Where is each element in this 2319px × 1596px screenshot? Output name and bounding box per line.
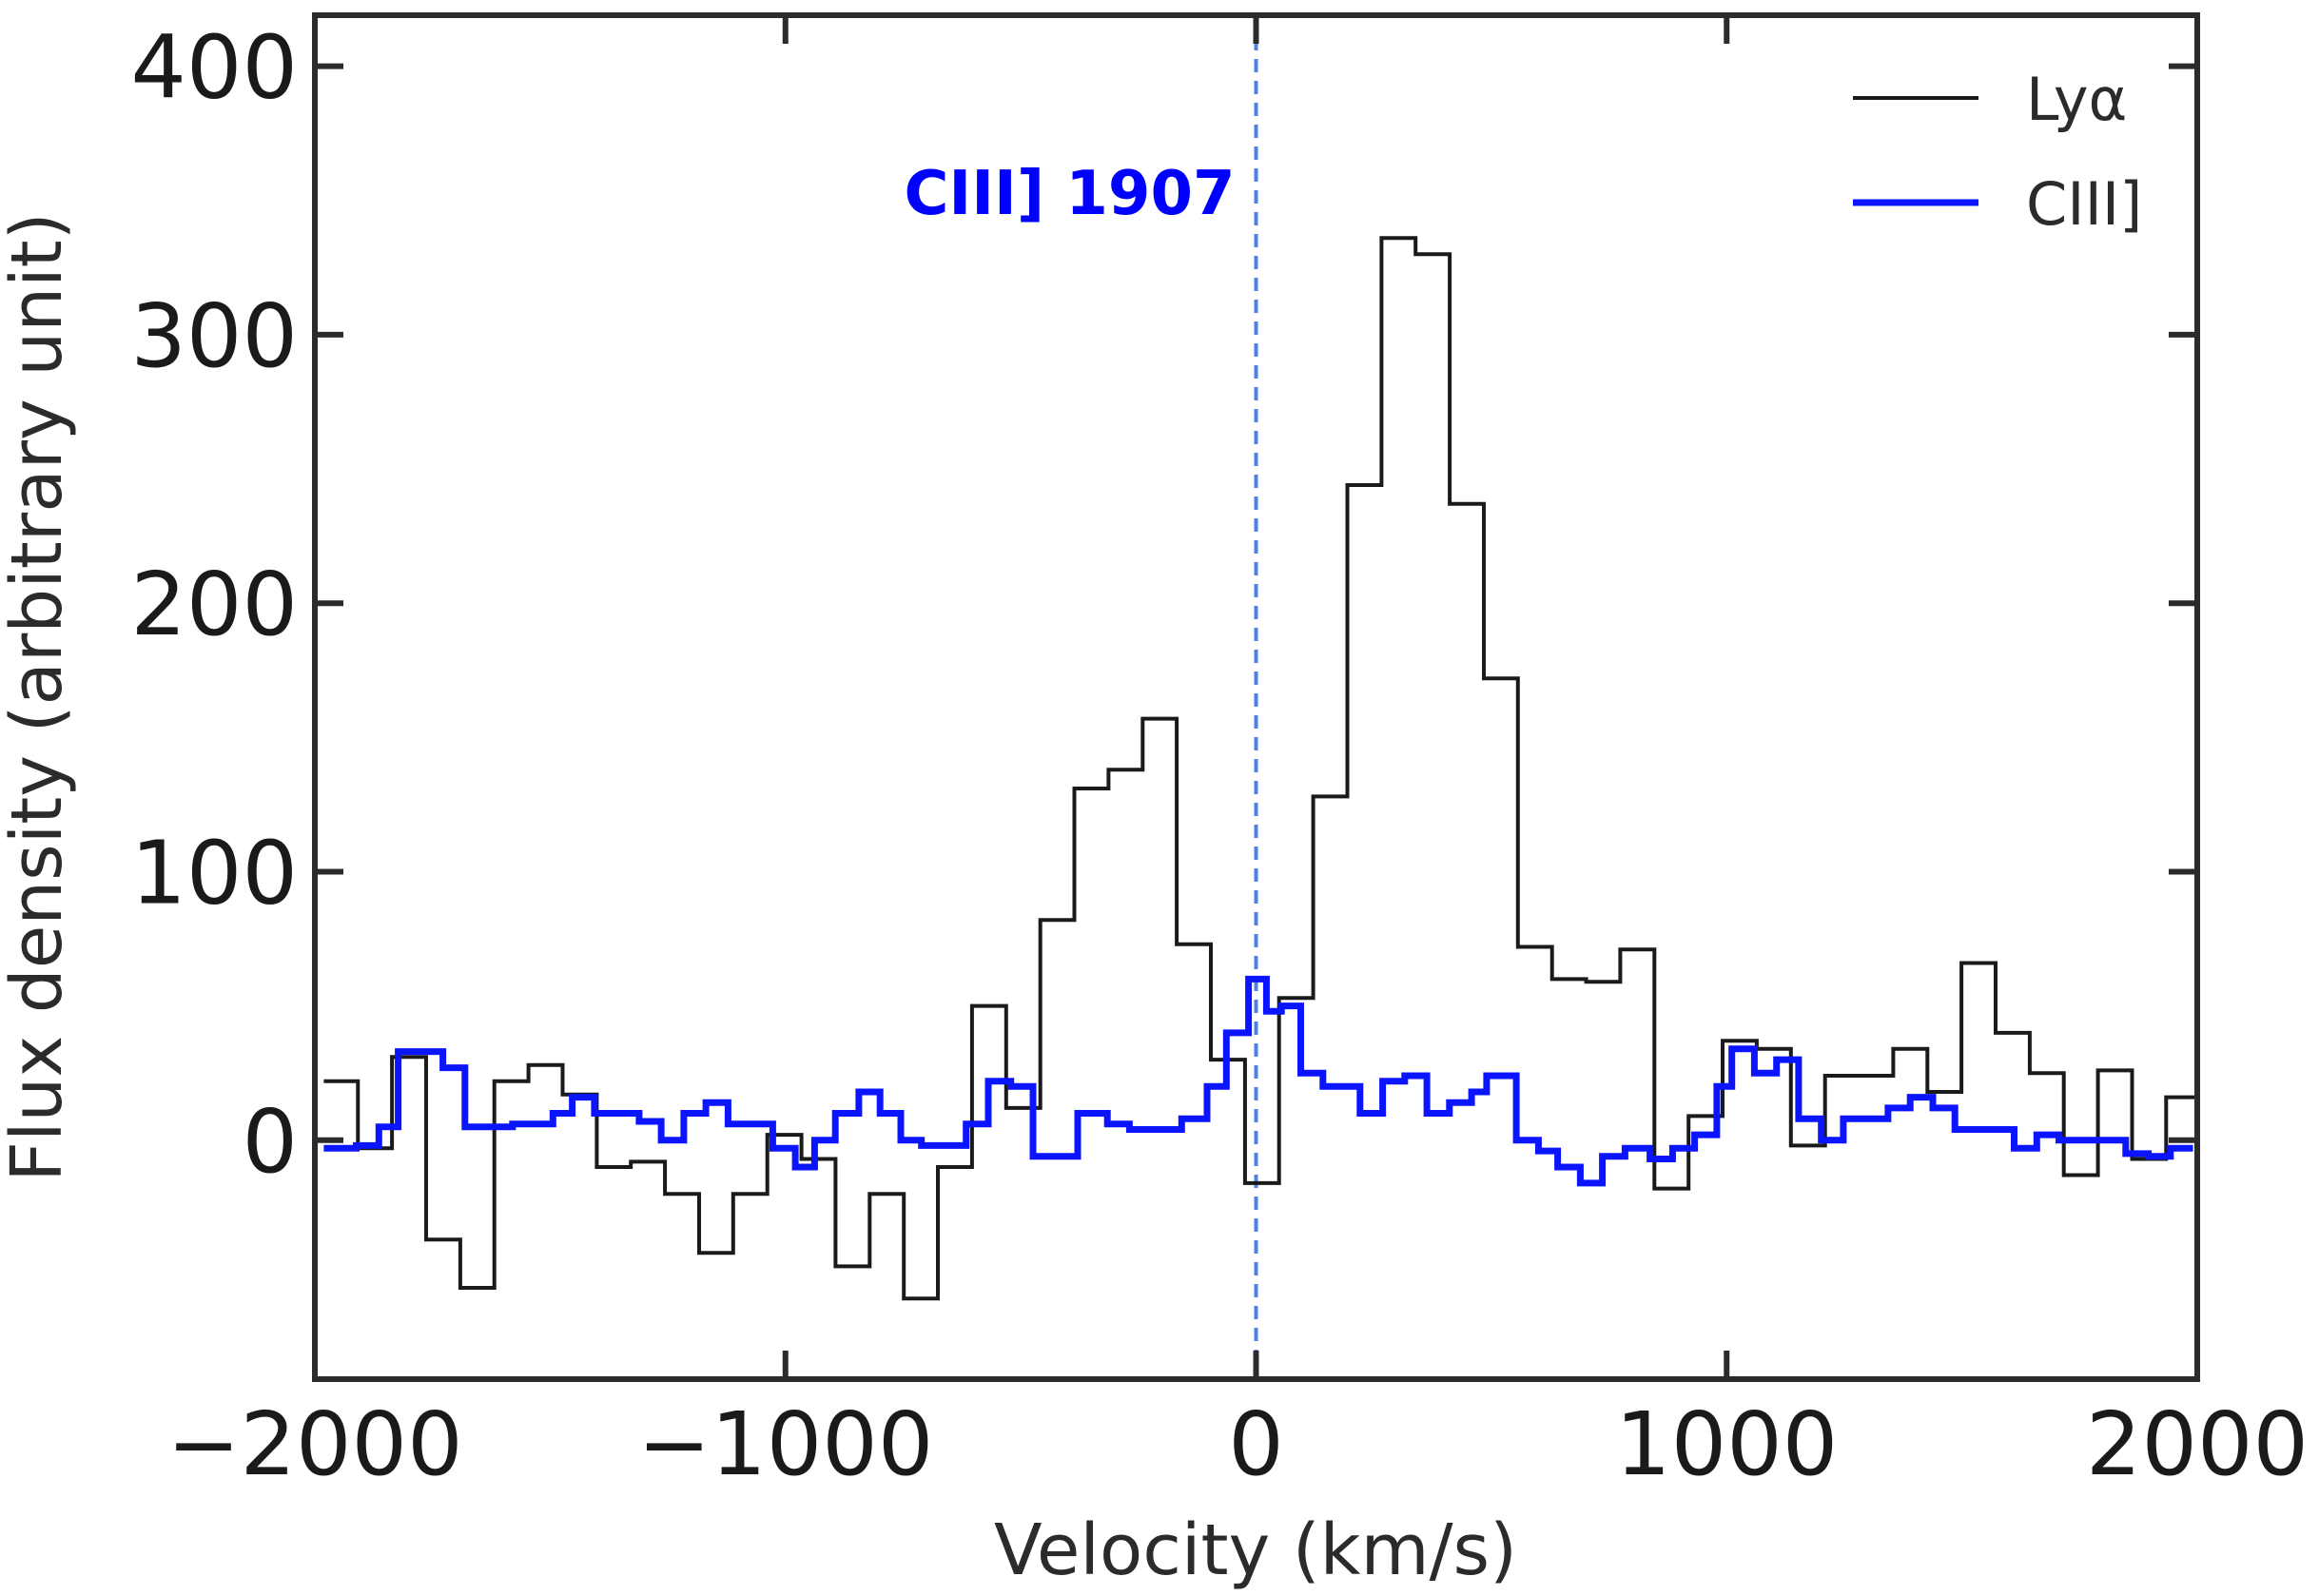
x-tick-label: −2000 (166, 1393, 462, 1495)
legend-label-lya: Lyα (2026, 65, 2127, 134)
x-tick-label: 0 (1228, 1393, 1284, 1495)
series-ciii (323, 975, 2193, 1187)
x-tick-label: −1000 (637, 1393, 933, 1495)
series-lya (323, 236, 2197, 1301)
y-tick-label: 200 (130, 554, 298, 655)
y-tick-label: 400 (130, 17, 298, 119)
x-tick-label: 1000 (1615, 1393, 1838, 1495)
y-tick-label: 100 (130, 822, 298, 924)
x-tick-label: 2000 (2086, 1393, 2309, 1495)
axis-ticks: −2000 −1000 0 1000 2000 0 100 200 300 400 (130, 15, 2309, 1495)
legend: Lyα CIII] (1853, 65, 2142, 239)
y-axis-label: Flux density (arbitrary unit) (0, 212, 78, 1181)
annotation-ciii-1907: CIII] 1907 (904, 159, 1235, 229)
y-tick-label: 0 (242, 1091, 298, 1193)
axes-frame (312, 12, 2200, 1382)
y-tick-label: 300 (130, 285, 298, 387)
x-axis-label: Velocity (km/s) (994, 1509, 1517, 1591)
legend-label-ciii: CIII] (2026, 169, 2142, 239)
plot-area (323, 15, 2197, 1379)
